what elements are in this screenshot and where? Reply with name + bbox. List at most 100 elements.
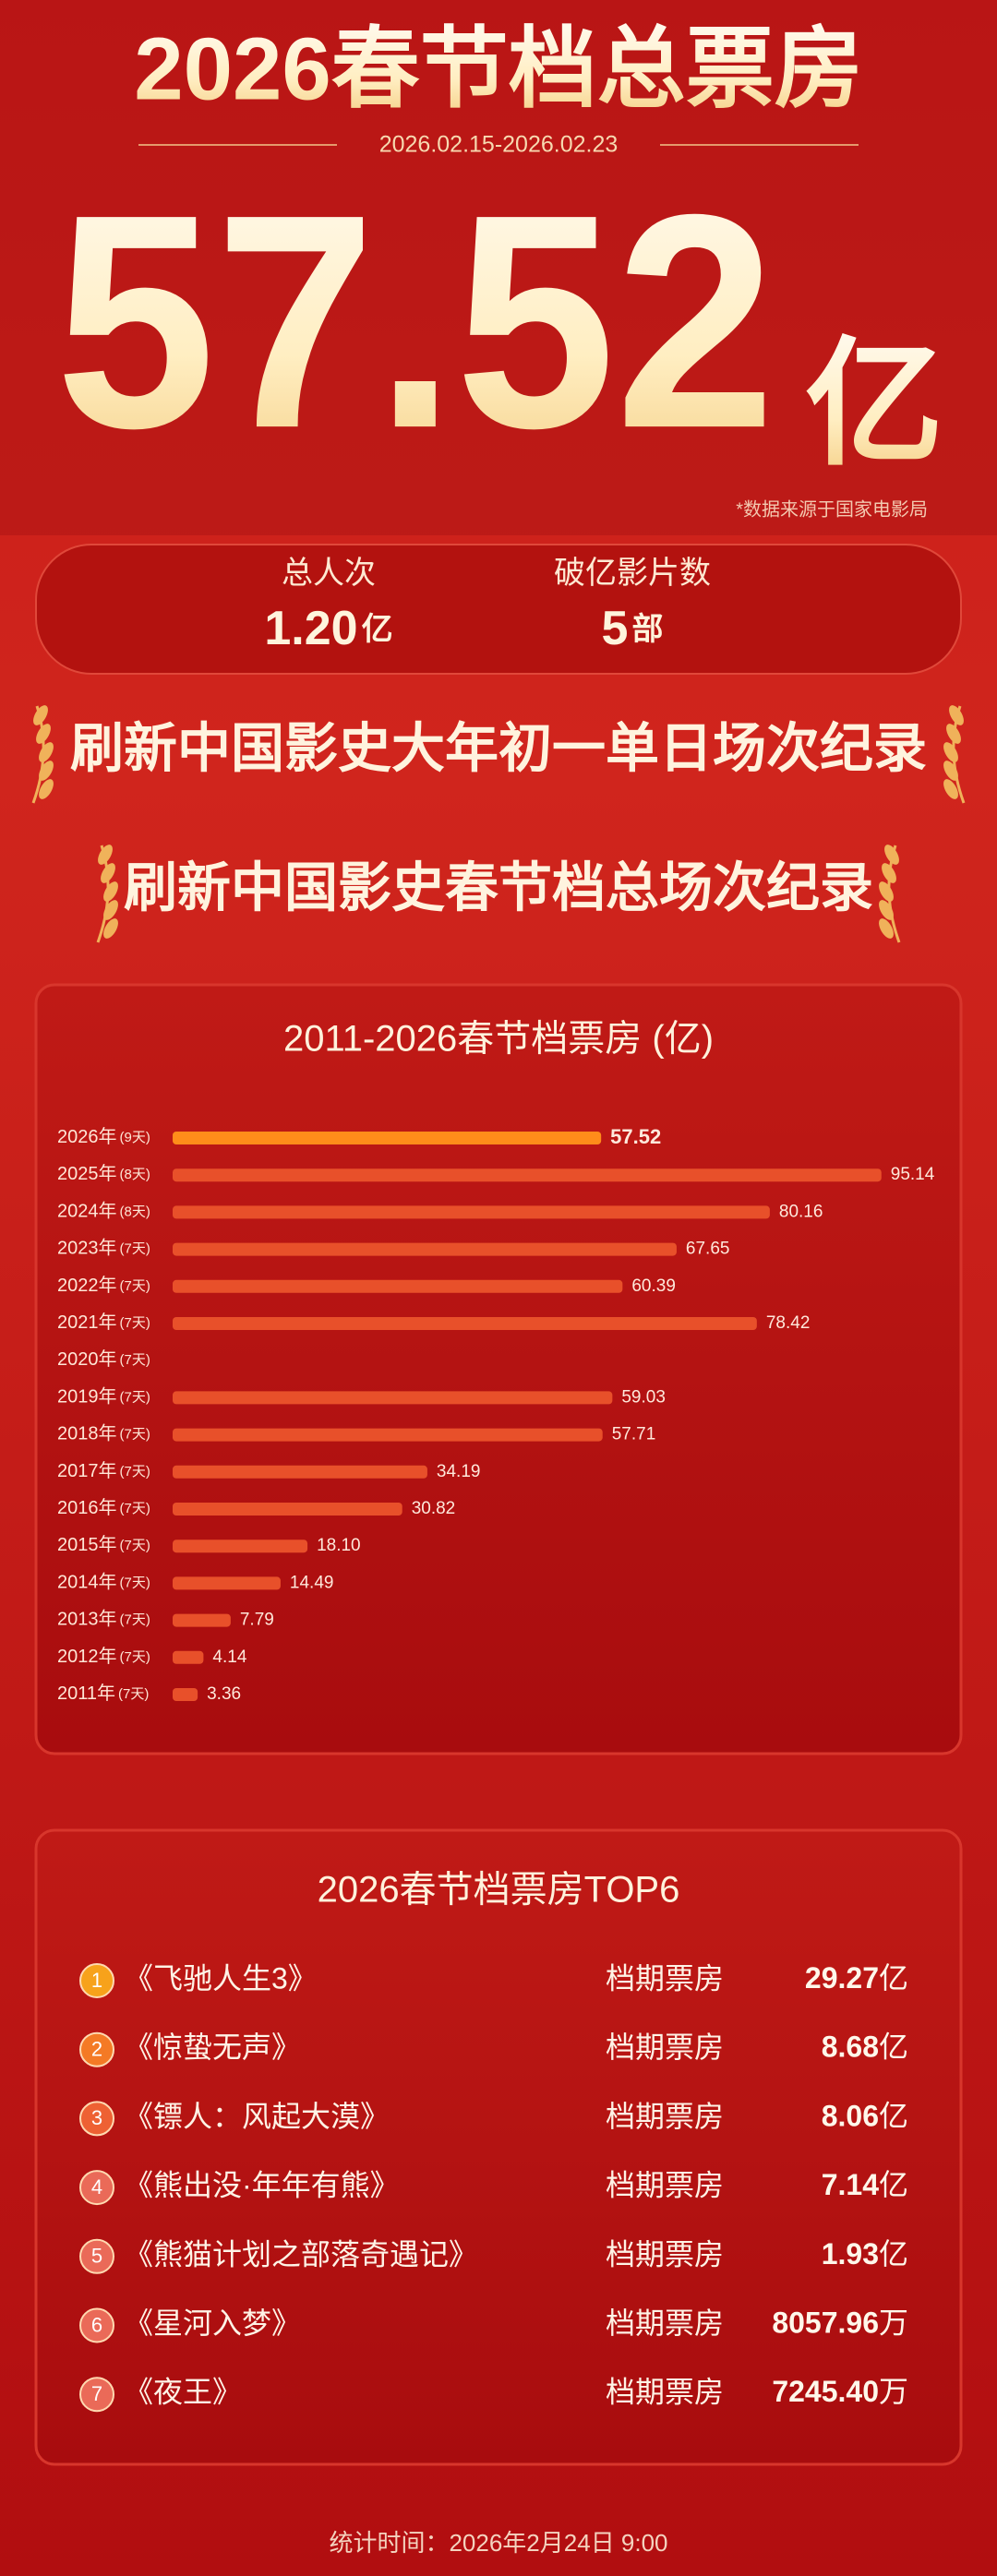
y-tick-label: 2018年 (7天) bbox=[57, 1423, 150, 1444]
value-label: 14.49 bbox=[290, 1573, 334, 1592]
year: 2015年 bbox=[57, 1534, 117, 1555]
stat-label: 总人次 bbox=[282, 556, 376, 591]
laurel-leaf bbox=[39, 761, 54, 781]
value-label: 78.42 bbox=[766, 1313, 811, 1333]
stat-number: 5 bbox=[602, 602, 629, 655]
days: (7天) bbox=[120, 1427, 150, 1443]
rank-number: 3 bbox=[91, 2106, 102, 2129]
total-box-office: 57.52 bbox=[55, 150, 775, 491]
rank-badge bbox=[79, 2170, 114, 2206]
box-office: 8057.96万 bbox=[772, 2306, 908, 2340]
unit: 亿 bbox=[879, 2031, 908, 2064]
bar bbox=[173, 1242, 677, 1256]
days: (7天) bbox=[120, 1241, 150, 1257]
year: 2011年 bbox=[57, 1683, 115, 1704]
value-label: 4.14 bbox=[212, 1647, 246, 1667]
value-label: 57.71 bbox=[612, 1425, 656, 1444]
days: (7天) bbox=[120, 1538, 150, 1553]
date-range: 2026.02.15-2026.02.23 bbox=[379, 132, 619, 158]
y-tick-label: 2013年 (7天) bbox=[57, 1609, 150, 1630]
amount: 8.68 bbox=[822, 2031, 879, 2064]
stat-number: 1.20 bbox=[264, 602, 357, 655]
movie-title: 《飞驰人生3》 bbox=[124, 1961, 318, 1995]
laurel-leaf bbox=[103, 900, 118, 920]
value-label: 34.19 bbox=[437, 1462, 481, 1481]
movie-title: 《镖人：风起大漠》 bbox=[124, 2100, 390, 2133]
y-tick-label: 2025年 (8天) bbox=[57, 1163, 150, 1184]
laurel-leaf bbox=[103, 918, 118, 939]
year: 2023年 bbox=[57, 1238, 117, 1259]
total-unit: 亿 bbox=[805, 327, 943, 482]
movie-title: 《夜王》 bbox=[124, 2376, 242, 2409]
year: 2017年 bbox=[57, 1460, 117, 1481]
year: 2022年 bbox=[57, 1275, 117, 1296]
movie-title: 《熊出没·年年有熊》 bbox=[124, 2169, 400, 2202]
days: (8天) bbox=[120, 1204, 150, 1219]
y-tick-label: 2015年 (7天) bbox=[57, 1534, 150, 1555]
column-label: 档期票房 bbox=[606, 2237, 724, 2270]
laurel-stem bbox=[887, 845, 901, 943]
value-label: 59.03 bbox=[621, 1387, 666, 1407]
y-tick-label: 2020年 (7天) bbox=[57, 1348, 150, 1370]
days: (7天) bbox=[120, 1649, 150, 1665]
stat-label: 破亿影片数 bbox=[554, 556, 711, 591]
days: (7天) bbox=[120, 1612, 150, 1628]
year: 2018年 bbox=[57, 1423, 117, 1444]
amount: 7245.40 bbox=[772, 2376, 879, 2409]
column-label: 档期票房 bbox=[606, 2306, 724, 2340]
amount: 1.93 bbox=[822, 2237, 879, 2270]
column-label: 档期票房 bbox=[606, 2376, 724, 2409]
bar bbox=[173, 1650, 204, 1664]
value-label: 80.16 bbox=[779, 1202, 823, 1221]
stat-value: 1.20 亿 bbox=[264, 602, 392, 655]
column-label: 档期票房 bbox=[606, 2169, 724, 2202]
ranking-panel bbox=[34, 1828, 963, 2466]
main-title: 2026春节档总票房 bbox=[134, 19, 863, 118]
ranking-title: 2026春节档票房TOP6 bbox=[318, 1870, 680, 1911]
days: (8天) bbox=[120, 1167, 150, 1182]
y-tick-label: 2022年 (7天) bbox=[57, 1275, 150, 1296]
rank-number: 6 bbox=[91, 2313, 102, 2336]
laurel-stem bbox=[31, 705, 45, 804]
bar bbox=[173, 1391, 613, 1405]
value-label: 60.39 bbox=[631, 1276, 676, 1296]
movie-title: 《惊蛰无声》 bbox=[124, 2031, 301, 2064]
bar bbox=[173, 1428, 603, 1442]
value-label: 18.10 bbox=[317, 1536, 361, 1555]
rank-number: 1 bbox=[91, 1969, 102, 1992]
y-tick-label: 2014年 (7天) bbox=[57, 1572, 150, 1593]
amount: 8057.96 bbox=[772, 2306, 879, 2340]
rank-number: 5 bbox=[91, 2245, 102, 2268]
days: (7天) bbox=[120, 1278, 150, 1294]
y-tick-label: 2012年 (7天) bbox=[57, 1646, 150, 1667]
unit: 亿 bbox=[879, 2169, 908, 2202]
bar bbox=[173, 1132, 602, 1144]
amount: 29.27 bbox=[805, 1961, 879, 1995]
chart-title: 2011-2026春节档票房 (亿) bbox=[283, 1019, 714, 1060]
rank-number: 2 bbox=[91, 2038, 102, 2061]
box-office: 29.27亿 bbox=[805, 1961, 908, 1995]
year: 2025年 bbox=[57, 1163, 117, 1184]
year: 2016年 bbox=[57, 1497, 117, 1518]
bar bbox=[173, 1465, 427, 1479]
bar bbox=[173, 1540, 308, 1553]
y-tick-label: 2026年 (9天) bbox=[57, 1126, 150, 1147]
amount: 8.06 bbox=[822, 2100, 879, 2133]
rank-badge bbox=[79, 2101, 114, 2137]
laurel-stem bbox=[952, 705, 966, 804]
bar bbox=[173, 1613, 231, 1627]
year: 2026年 bbox=[57, 1126, 117, 1147]
year: 2012年 bbox=[57, 1646, 117, 1667]
value-label: 57.52 bbox=[610, 1125, 661, 1148]
unit: 万 bbox=[879, 2306, 908, 2340]
year: 2020年 bbox=[57, 1348, 117, 1370]
movie-title: 《星河入梦》 bbox=[124, 2306, 301, 2340]
box-office: 8.06亿 bbox=[822, 2100, 908, 2133]
column-label: 档期票房 bbox=[606, 2031, 724, 2064]
amount: 7.14 bbox=[822, 2169, 879, 2202]
